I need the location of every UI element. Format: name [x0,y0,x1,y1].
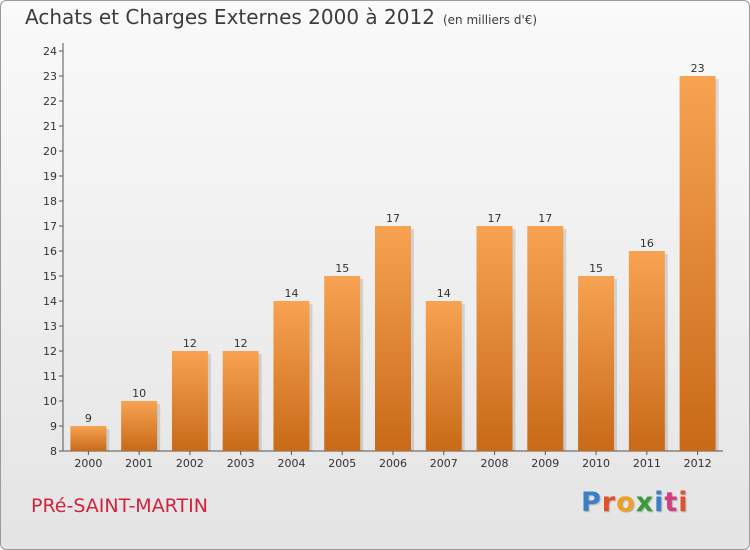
x-tick-label: 2012 [684,457,712,470]
y-tick-label: 22 [43,95,57,108]
chart-title: Achats et Charges Externes 2000 à 2012 (e… [25,5,537,29]
x-tick-label: 2005 [328,457,356,470]
bar-value-label: 14 [284,287,298,300]
y-tick-label: 24 [43,45,57,58]
bar [527,226,564,451]
x-tick-label: 2008 [481,457,509,470]
logo-letter: i [654,487,665,518]
x-tick-label: 2006 [379,457,407,470]
bar-value-label: 17 [488,212,502,225]
x-tick-label: 2001 [125,457,153,470]
y-tick-label: 14 [43,295,57,308]
bar [171,351,208,451]
logo-letter: o [616,487,636,518]
x-tick-label: 2002 [176,457,204,470]
x-tick-label: 2010 [582,457,610,470]
x-tick-label: 2003 [227,457,255,470]
bar [324,276,361,451]
y-tick-label: 12 [43,345,57,358]
bar-value-label: 16 [640,237,654,250]
bar [273,301,310,451]
bar [476,226,513,451]
x-tick-label: 2000 [74,457,102,470]
y-tick-label: 9 [50,420,57,433]
logo-letter: t [664,487,679,518]
y-tick-label: 8 [50,445,57,458]
bar [679,76,716,451]
bar [578,276,615,451]
x-tick-label: 2011 [633,457,661,470]
y-tick-label: 17 [43,220,57,233]
bar [70,426,107,451]
bar-value-label: 12 [183,337,197,350]
y-tick-label: 16 [43,245,57,258]
chart-subtitle: (en milliers d'€) [442,13,538,27]
chart-title-text: Achats et Charges Externes 2000 à 2012 [25,5,435,29]
logo-letter: P [581,487,602,518]
bar-value-label: 12 [234,337,248,350]
y-tick-label: 15 [43,270,57,283]
bar [222,351,259,451]
bar [121,401,158,451]
y-tick-label: 21 [43,120,57,133]
bar-value-label: 15 [589,262,603,275]
bar-value-label: 9 [85,412,92,425]
bar-value-label: 17 [538,212,552,225]
y-tick-label: 19 [43,170,57,183]
bar-value-label: 23 [691,62,705,75]
logo-letter: r [601,487,617,518]
x-tick-label: 2009 [531,457,559,470]
bar-value-label: 15 [335,262,349,275]
bar-value-label: 14 [437,287,451,300]
x-tick-label: 2004 [277,457,305,470]
axes: 8 9 10 11 12 13 14 15 16 17 18 19 20 21 22 23 24 2000 2001… [43,43,723,470]
y-tick-label: 20 [43,145,57,158]
x-tick-label: 2007 [430,457,458,470]
y-tick-label: 10 [43,395,57,408]
bars: 9 10 12 12 14 15 17 14 17 17 15 16 23 [70,62,719,451]
y-tick-label: 13 [43,320,57,333]
y-tick-label: 11 [43,370,57,383]
bar [425,301,462,451]
y-tick-label: 23 [43,70,57,83]
y-tick-label: 18 [43,195,57,208]
logo-letter: x [635,487,655,518]
commune-name: PRé-SAINT-MARTIN [31,495,208,517]
bar-value-label: 17 [386,212,400,225]
proxiti-logo: Proxiti [581,487,689,518]
bar [375,226,411,451]
logo-letter: i [678,487,689,518]
bar [628,251,665,451]
bar-value-label: 10 [132,387,146,400]
